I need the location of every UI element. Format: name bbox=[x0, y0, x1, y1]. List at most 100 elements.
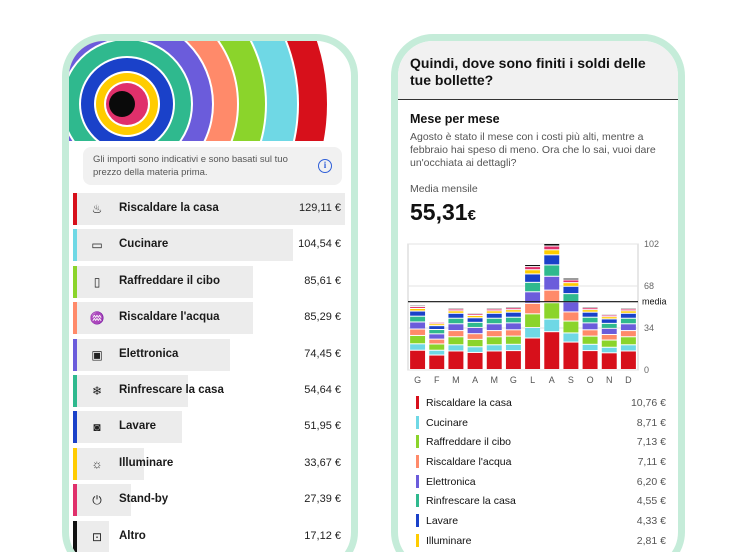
category-row[interactable]: ⊡ Altro 17,12 € bbox=[73, 519, 345, 552]
x-tick-label: N bbox=[606, 375, 613, 385]
category-color-stripe bbox=[73, 338, 77, 371]
legend-item[interactable]: Cucinare 8,71 € bbox=[410, 414, 666, 434]
category-row[interactable]: ♨ Riscaldare la casa 129,11 € bbox=[73, 191, 345, 227]
bar-segment bbox=[544, 246, 560, 250]
bar-segment bbox=[486, 345, 502, 351]
category-row[interactable]: ◙ Lavare 51,95 € bbox=[73, 409, 345, 445]
category-row[interactable]: ▯ Raffreddare il cibo 85,61 € bbox=[73, 264, 345, 300]
bar-segment bbox=[525, 274, 541, 282]
legend-color-stripe bbox=[416, 494, 419, 508]
legend-color-stripe bbox=[416, 474, 419, 488]
bar-segment bbox=[429, 334, 445, 339]
legend-color-stripe bbox=[416, 533, 419, 547]
info-note: Gli importi sono indicativi e sono basat… bbox=[83, 147, 342, 185]
bar-segment bbox=[601, 315, 617, 317]
section-title: Mese per mese bbox=[410, 112, 500, 126]
stove-icon: ▭ bbox=[91, 238, 103, 253]
bar-segment bbox=[505, 317, 521, 323]
radiator-icon: ♨ bbox=[91, 202, 103, 216]
category-label: Cucinare bbox=[119, 238, 169, 251]
legend-item[interactable]: Illuminare 2,81 € bbox=[410, 532, 666, 552]
bar-segment bbox=[467, 316, 483, 318]
bar-segment bbox=[582, 308, 598, 310]
bar-segment bbox=[563, 312, 579, 321]
bar-segment bbox=[448, 313, 464, 318]
bar-segment bbox=[563, 302, 579, 312]
x-tick-label: A bbox=[549, 375, 555, 385]
legend-label: Riscaldare l'acqua bbox=[426, 456, 512, 469]
category-row[interactable]: ♒ Riscaldare l'acqua 85,29 € bbox=[73, 300, 345, 336]
chart-legend: Riscaldare la casa 10,76 € Cucinare 8,71 € R… bbox=[410, 394, 666, 552]
bar-segment bbox=[544, 244, 560, 246]
bar-segment bbox=[525, 267, 541, 270]
legend-item[interactable]: Lavare 4,33 € bbox=[410, 512, 666, 532]
category-share-bar bbox=[73, 265, 254, 298]
bar-segment bbox=[448, 351, 464, 369]
bar-segment bbox=[429, 350, 445, 355]
category-color-stripe bbox=[73, 411, 77, 444]
legend-color-stripe bbox=[416, 415, 419, 429]
bar-segment bbox=[448, 345, 464, 351]
bar-segment bbox=[601, 323, 617, 328]
legend-value: 8,71 € bbox=[636, 416, 666, 429]
bar-segment bbox=[505, 312, 521, 317]
category-share-bar bbox=[73, 520, 110, 552]
legend-item[interactable]: Riscaldare l'acqua 7,11 € bbox=[410, 453, 666, 473]
legend-label: Elettronica bbox=[426, 475, 476, 488]
y-tick-label: 102 bbox=[644, 239, 659, 249]
bar-segment bbox=[620, 337, 636, 345]
legend-item[interactable]: Elettronica 6,20 € bbox=[410, 473, 666, 493]
bar-segment bbox=[448, 331, 464, 337]
bar-segment bbox=[429, 344, 445, 350]
category-color-stripe bbox=[73, 193, 77, 225]
bar-segment bbox=[467, 318, 483, 322]
category-row[interactable]: ☼ Illuminare 33,67 € bbox=[73, 446, 345, 482]
legend-value: 7,11 € bbox=[637, 456, 666, 469]
info-icon[interactable]: i bbox=[318, 159, 332, 173]
x-tick-label: L bbox=[530, 375, 535, 385]
bar-segment bbox=[467, 334, 483, 339]
x-tick-label: F bbox=[434, 375, 440, 385]
legend-color-stripe bbox=[416, 514, 419, 528]
bar-segment bbox=[410, 329, 426, 335]
category-row[interactable]: ⏻ Stand-by 27,39 € bbox=[73, 482, 345, 518]
category-share-bar bbox=[73, 302, 253, 335]
bar-segment bbox=[582, 310, 598, 312]
bar-segment bbox=[505, 344, 521, 351]
bar-segment bbox=[620, 313, 636, 318]
category-share-bar bbox=[73, 229, 294, 262]
bar-segment bbox=[620, 318, 636, 324]
bar-segment bbox=[563, 321, 579, 333]
legend-label: Riscaldare la casa bbox=[426, 397, 512, 409]
bar-segment bbox=[620, 324, 636, 331]
bar-segment bbox=[544, 250, 560, 255]
legend-item[interactable]: Riscaldare la casa 10,76 € bbox=[410, 394, 666, 414]
question-header: Quindi, dove sono finiti i soldi delle t… bbox=[398, 41, 678, 100]
bar-segment bbox=[410, 307, 426, 308]
legend-label: Cucinare bbox=[426, 416, 469, 429]
bar-segment bbox=[448, 324, 464, 331]
category-value: 85,61 € bbox=[304, 274, 341, 287]
x-tick-label: A bbox=[472, 375, 478, 385]
bar-segment bbox=[410, 335, 426, 344]
bar-segment bbox=[544, 276, 560, 290]
legend-color-stripe bbox=[416, 435, 419, 449]
legend-item[interactable]: Rinfrescare la casa 4,55 € bbox=[410, 492, 666, 512]
bar-segment bbox=[620, 309, 636, 311]
legend-value: 10,76 € bbox=[630, 397, 666, 409]
category-color-stripe bbox=[73, 229, 77, 262]
bar-segment bbox=[601, 353, 617, 369]
category-row[interactable]: ▣ Elettronica 74,45 € bbox=[73, 337, 345, 373]
legend-value: 4,55 € bbox=[636, 495, 666, 508]
x-tick-label: G bbox=[414, 375, 421, 385]
category-color-stripe bbox=[73, 302, 77, 335]
legend-item[interactable]: Raffreddare il cibo 7,13 € bbox=[410, 433, 666, 453]
bar-segment bbox=[410, 316, 426, 322]
legend-label: Rinfrescare la casa bbox=[426, 495, 516, 508]
bar-segment bbox=[563, 283, 579, 286]
category-row[interactable]: ❄ Rinfrescare la casa 54,64 € bbox=[73, 373, 345, 409]
legend-color-stripe bbox=[416, 455, 419, 469]
bar-segment bbox=[448, 337, 464, 345]
category-row[interactable]: ▭ Cucinare 104,54 € bbox=[73, 227, 345, 263]
